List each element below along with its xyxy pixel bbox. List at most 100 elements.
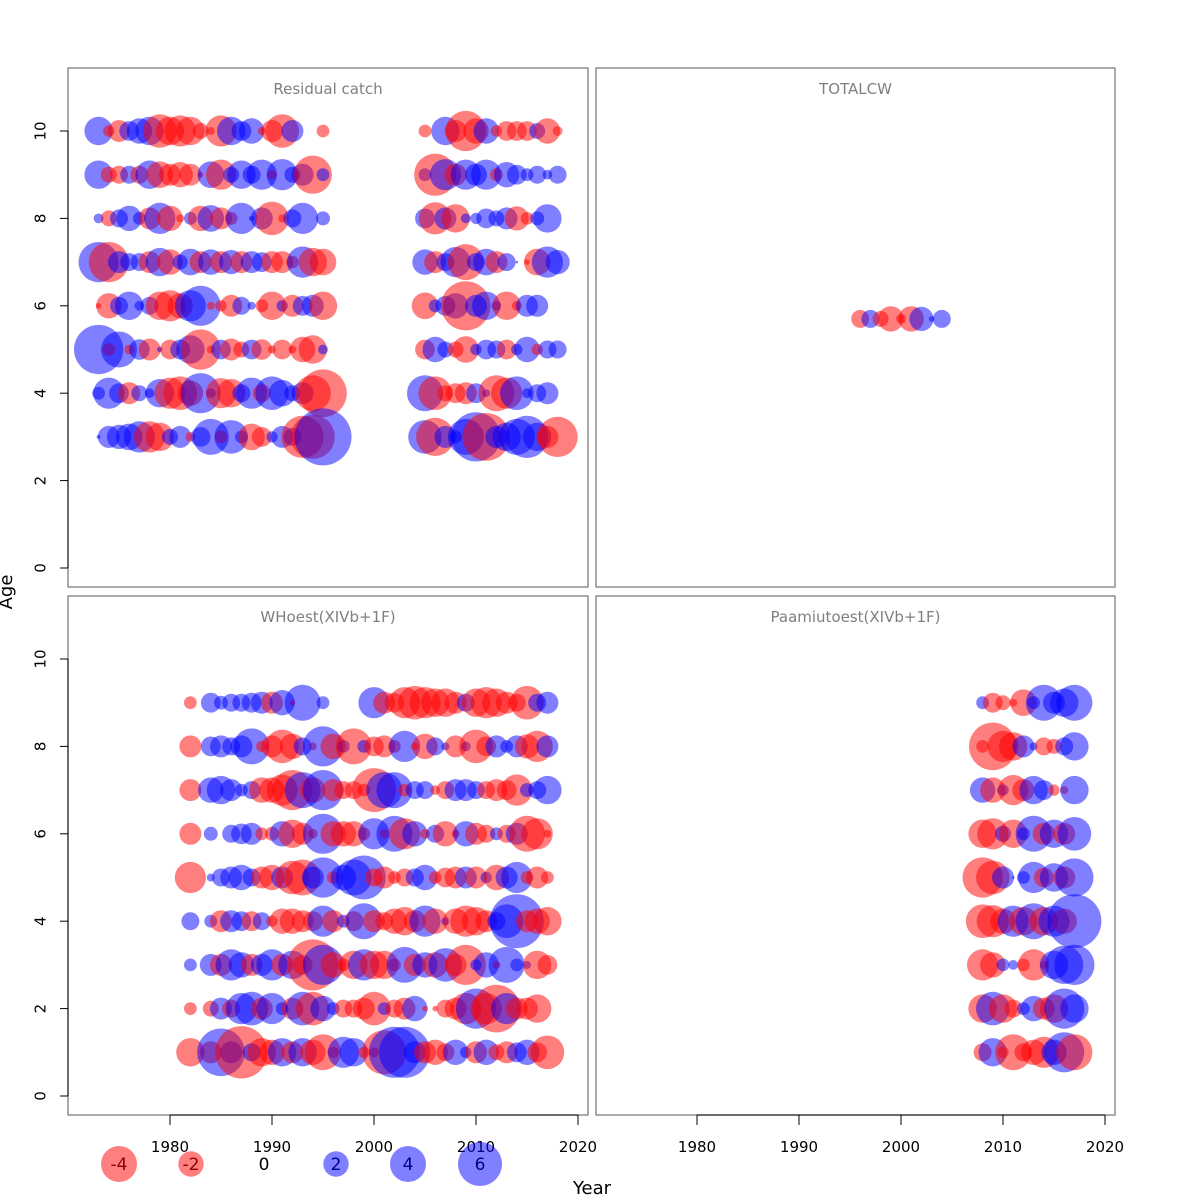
bubble bbox=[240, 822, 263, 845]
legend-label: 0 bbox=[259, 1155, 270, 1175]
bubble bbox=[266, 159, 298, 191]
bubble bbox=[215, 1026, 268, 1079]
panel-frame bbox=[595, 67, 1116, 588]
bubble bbox=[320, 952, 346, 978]
legend-label: 6 bbox=[475, 1155, 486, 1175]
y-tick-label: 4 bbox=[32, 388, 50, 398]
bubble bbox=[416, 781, 434, 800]
bubble bbox=[1008, 960, 1019, 970]
bubble bbox=[206, 301, 215, 310]
bubble bbox=[1055, 858, 1094, 897]
bubble bbox=[515, 260, 519, 264]
bubble bbox=[472, 291, 501, 320]
bubble bbox=[308, 291, 338, 320]
bubble bbox=[442, 1039, 469, 1066]
legend: -4 -2 0 2 4 6 bbox=[101, 1142, 502, 1186]
bubble bbox=[521, 818, 553, 850]
bubble bbox=[418, 124, 432, 138]
bubble bbox=[255, 827, 269, 841]
bubble bbox=[497, 253, 516, 272]
bubble bbox=[411, 292, 439, 320]
bubble bbox=[1047, 894, 1102, 949]
bubble bbox=[298, 335, 327, 364]
panel-title: TOTALCW bbox=[818, 80, 892, 98]
bubble bbox=[548, 340, 567, 359]
bubble bbox=[995, 695, 1011, 711]
panel-frame bbox=[67, 67, 589, 588]
bubble bbox=[536, 691, 559, 714]
bubble bbox=[548, 165, 567, 184]
legend-bubble bbox=[101, 1146, 137, 1182]
y-tick-label: 6 bbox=[32, 301, 50, 311]
bubble bbox=[341, 855, 386, 900]
bubble bbox=[496, 339, 517, 360]
bubble bbox=[84, 116, 113, 146]
bubble bbox=[184, 958, 197, 972]
bubble bbox=[287, 202, 319, 234]
legend-label: 2 bbox=[331, 1155, 342, 1175]
bubble bbox=[1056, 684, 1093, 721]
legend-entry: -2 bbox=[178, 1151, 204, 1177]
bubble bbox=[294, 408, 352, 466]
bubble bbox=[995, 1034, 1032, 1071]
bubble bbox=[1056, 1034, 1093, 1071]
y-tick-label: 2 bbox=[32, 1004, 50, 1014]
bubble bbox=[339, 1038, 368, 1067]
bubble bbox=[281, 120, 304, 142]
y-tick-label: 10 bbox=[32, 649, 50, 668]
bubble bbox=[179, 779, 202, 802]
bubble bbox=[93, 213, 104, 224]
bubble bbox=[1004, 999, 1023, 1018]
bubble bbox=[1012, 735, 1035, 758]
bubble bbox=[373, 735, 396, 758]
bubble bbox=[418, 376, 453, 411]
bubble bbox=[1033, 780, 1054, 800]
bubble bbox=[530, 1035, 565, 1070]
bubble bbox=[299, 369, 347, 418]
y-tick-label: 0 bbox=[32, 1091, 50, 1101]
x-tick-label: 2020 bbox=[1086, 1138, 1124, 1156]
legend-entry: -4 bbox=[101, 1146, 137, 1182]
bubble bbox=[488, 946, 525, 983]
bubble bbox=[310, 995, 336, 1022]
bubble bbox=[412, 864, 438, 891]
x-axis-title: Year bbox=[572, 1178, 612, 1199]
x-tick-label: 2000 bbox=[882, 1138, 920, 1156]
legend-entry: 6 bbox=[458, 1142, 502, 1186]
y-tick-label: 4 bbox=[32, 916, 50, 926]
bubble bbox=[545, 250, 570, 275]
bubble bbox=[441, 204, 470, 233]
bubble bbox=[1011, 876, 1015, 879]
bubble bbox=[460, 213, 471, 224]
bubble bbox=[247, 301, 256, 310]
bubble bbox=[357, 991, 391, 1026]
legend-label: 4 bbox=[403, 1155, 414, 1175]
y-tick-label: 8 bbox=[32, 214, 50, 224]
bubble bbox=[452, 336, 480, 363]
bubble bbox=[252, 912, 271, 931]
bubble bbox=[537, 416, 578, 457]
bubble bbox=[101, 331, 137, 368]
y-tick-label: 8 bbox=[32, 742, 50, 752]
bubble bbox=[422, 908, 448, 934]
x-tick-label: 2000 bbox=[355, 1138, 393, 1156]
legend-bubble bbox=[458, 1142, 502, 1186]
bubble bbox=[220, 779, 243, 802]
bubble bbox=[526, 294, 549, 317]
bubble bbox=[992, 866, 1014, 889]
bubble bbox=[471, 159, 502, 190]
x-tick-label: 1980 bbox=[151, 1138, 189, 1156]
bubble bbox=[510, 958, 524, 972]
bubble bbox=[1048, 784, 1060, 796]
bubble bbox=[335, 728, 372, 765]
bubble bbox=[271, 251, 294, 274]
legend-entry: 2 bbox=[323, 1151, 349, 1177]
x-tick-label: 1990 bbox=[780, 1138, 818, 1156]
panel-bottom-right: Paamiutoest(XIVb+1F) bbox=[595, 595, 1116, 1116]
bubble bbox=[169, 425, 192, 448]
legend-bubble bbox=[323, 1151, 349, 1177]
bubble bbox=[1060, 732, 1089, 761]
bubble bbox=[272, 339, 293, 360]
